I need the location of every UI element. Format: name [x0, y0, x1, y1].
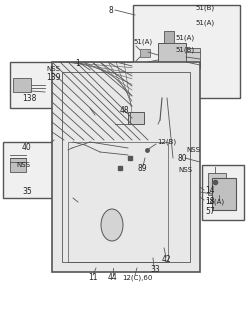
Bar: [128, 112, 144, 124]
Text: 44: 44: [108, 274, 118, 283]
Bar: [186, 48, 200, 68]
Text: 35: 35: [22, 188, 32, 196]
Bar: [68, 142, 168, 262]
Text: 89: 89: [138, 164, 148, 172]
Text: 139: 139: [46, 73, 61, 82]
Bar: [52, 62, 200, 272]
Text: 42: 42: [162, 255, 172, 265]
Bar: [212, 178, 236, 210]
Text: 51(A): 51(A): [133, 39, 152, 45]
Bar: [133, 5, 240, 98]
Bar: [10, 158, 26, 172]
Bar: [208, 173, 226, 195]
Text: NSS: NSS: [46, 66, 60, 72]
Ellipse shape: [101, 209, 123, 241]
Bar: [62, 72, 190, 262]
Text: 8: 8: [108, 5, 113, 14]
Text: 51(B): 51(B): [175, 47, 194, 53]
Text: 18: 18: [205, 197, 214, 206]
Text: 33: 33: [150, 266, 160, 275]
Bar: [140, 49, 150, 57]
Text: NSS: NSS: [178, 167, 192, 173]
Bar: [13, 78, 31, 92]
Text: NSS: NSS: [16, 162, 30, 168]
Text: 40: 40: [22, 142, 32, 151]
Text: 51(A): 51(A): [175, 35, 194, 41]
Bar: [3, 142, 73, 198]
Text: 11: 11: [88, 274, 98, 283]
Text: 138: 138: [22, 93, 36, 102]
Text: 48: 48: [120, 106, 130, 115]
Bar: [164, 31, 174, 43]
Text: 57: 57: [205, 207, 215, 217]
Text: 1: 1: [75, 59, 80, 68]
Text: 12(B): 12(B): [157, 139, 176, 145]
Bar: [202, 165, 244, 220]
Bar: [158, 43, 186, 65]
Text: 51(A): 51(A): [195, 20, 214, 26]
Text: 12(A): 12(A): [205, 199, 224, 205]
Text: NSS: NSS: [186, 147, 200, 153]
Text: 80: 80: [178, 154, 188, 163]
Text: 14: 14: [205, 186, 215, 195]
Bar: [10, 62, 90, 108]
Text: 12(C),60: 12(C),60: [122, 275, 152, 281]
Text: 51(B): 51(B): [195, 5, 214, 11]
